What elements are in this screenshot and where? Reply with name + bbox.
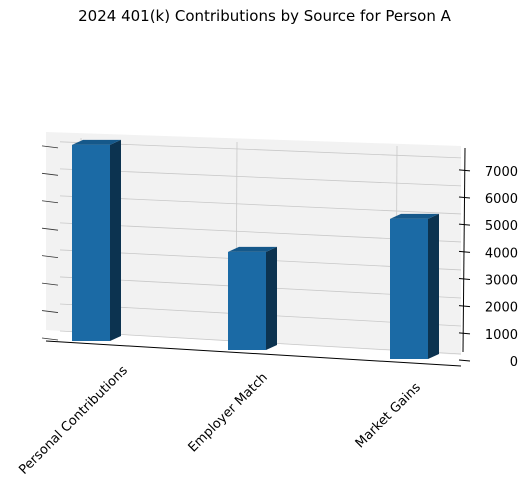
z-tick-label-3000: 3000 xyxy=(485,273,518,288)
left-tick-5000 xyxy=(41,200,59,204)
z-tick-4000 xyxy=(458,250,471,253)
z-tick-label-6000: 6000 xyxy=(485,192,518,207)
bar-side-2 xyxy=(428,213,439,359)
bar-0 xyxy=(72,144,110,341)
left-tick-2000 xyxy=(41,282,59,286)
z-tick-label-4000: 4000 xyxy=(485,246,518,261)
bar-side-1 xyxy=(266,246,277,350)
bar-side-0 xyxy=(110,139,121,341)
z-tick-label-7000: 7000 xyxy=(485,165,518,180)
z-tick-3000 xyxy=(458,277,471,280)
grid-line-z-7000 xyxy=(59,141,462,159)
z-tick-1000 xyxy=(458,332,471,335)
grid-line-z-5000 xyxy=(59,195,462,215)
back-pane xyxy=(46,132,461,355)
left-tick-0 xyxy=(41,337,59,341)
z-tick-label-1000: 1000 xyxy=(485,328,518,343)
bar-1 xyxy=(228,251,266,350)
left-tick-6000 xyxy=(41,172,59,176)
z-axis-line xyxy=(462,147,466,353)
chart-title: 2024 401(k) Contributions by Source for … xyxy=(78,7,451,25)
z-tick-5000 xyxy=(458,223,471,226)
z-tick-label-0: 0 xyxy=(510,355,518,370)
z-tick-7000 xyxy=(458,169,471,172)
z-tick-label-2000: 2000 xyxy=(485,301,518,316)
x-tick-label-1: Employer Match xyxy=(186,370,271,455)
bar-top-1 xyxy=(228,246,277,252)
z-tick-6000 xyxy=(458,196,471,199)
x-axis-line xyxy=(45,340,462,367)
bar-2 xyxy=(390,218,428,359)
bar-top-0 xyxy=(72,139,121,145)
grid-line-z-6000 xyxy=(59,168,462,187)
bar-top-2 xyxy=(390,213,439,219)
x-tick-label-2: Market Gains xyxy=(353,380,424,451)
z-tick-0 xyxy=(458,359,471,362)
left-tick-3000 xyxy=(41,255,59,259)
left-tick-1000 xyxy=(41,310,59,313)
z-tick-label-5000: 5000 xyxy=(485,219,518,234)
left-tick-7000 xyxy=(41,145,59,149)
z-tick-2000 xyxy=(458,305,471,308)
x-tick-label-0: Personal Contributions xyxy=(16,363,131,478)
left-tick-4000 xyxy=(41,227,59,231)
